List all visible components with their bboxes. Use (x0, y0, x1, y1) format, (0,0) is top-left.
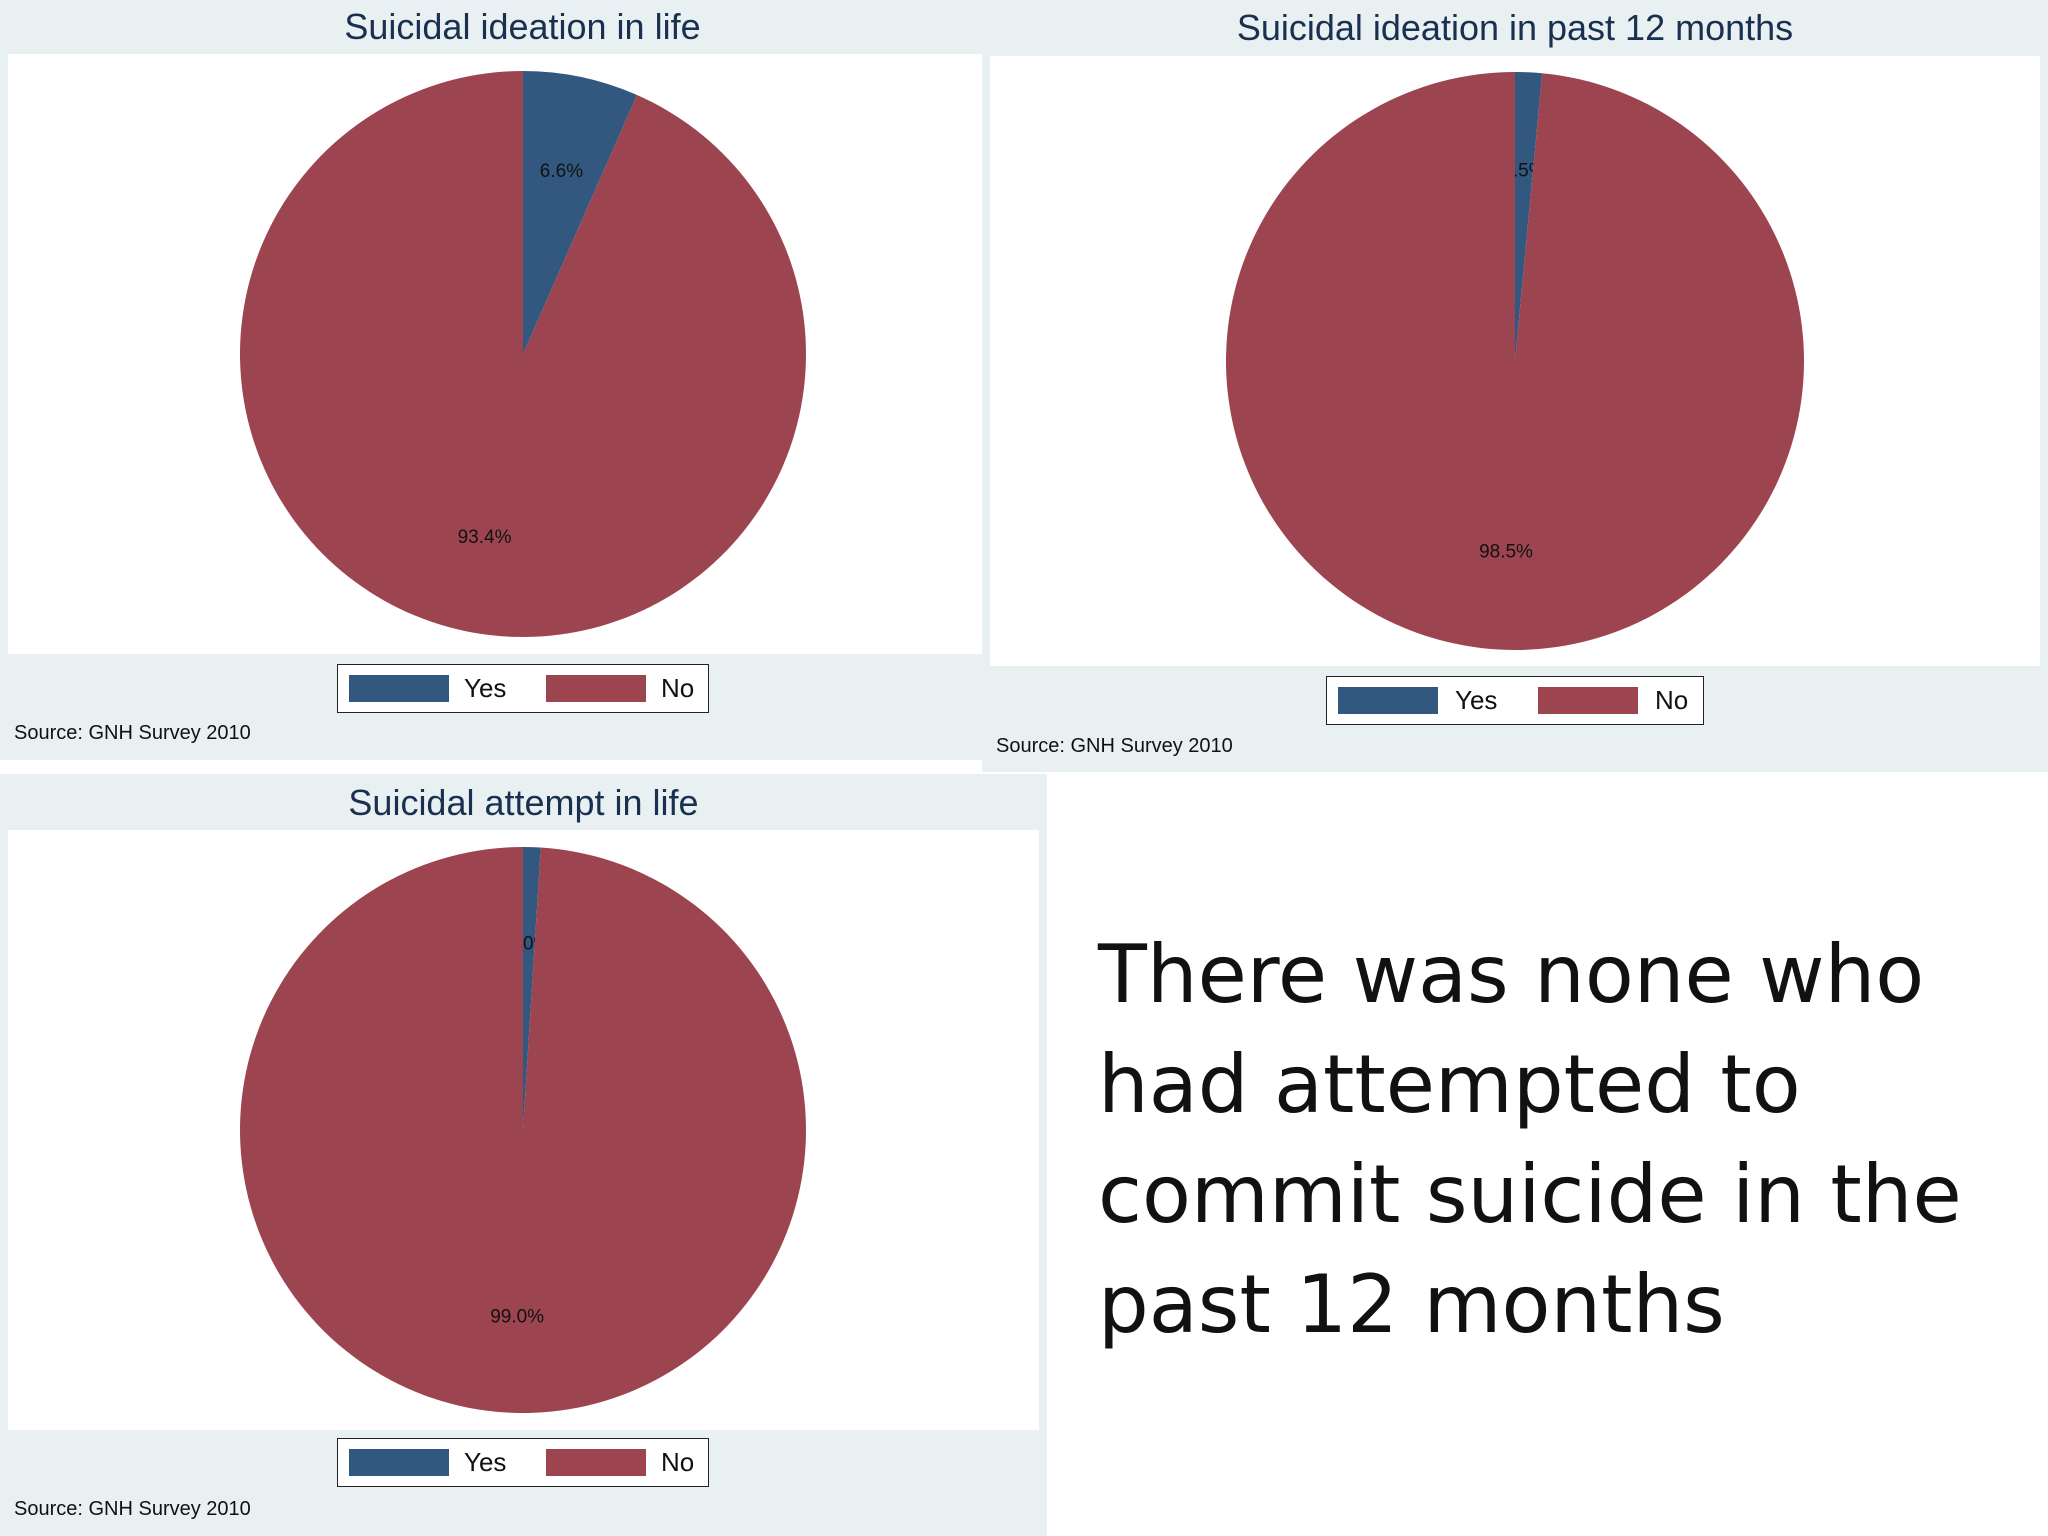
statement-line: commit suicide in the (1098, 1148, 1962, 1241)
plot-area: 1.5% 98.5% (990, 56, 2040, 666)
legend-swatch-yes (349, 675, 449, 702)
data-label-no: 93.4% (458, 527, 512, 548)
legend-swatch-no (546, 1449, 646, 1476)
legend-swatch-no (1538, 687, 1638, 714)
pie-slice-no (1226, 72, 1804, 650)
chart-panel-attempt-life: Suicidal attempt in life 1.0% 99.0% Yes N… (0, 774, 1047, 1536)
legend-label-no: No (661, 1447, 695, 1477)
pie-slice-yes (523, 847, 541, 1130)
statement-line: past 12 months (1098, 1258, 1725, 1351)
legend-label-no: No (1655, 685, 1689, 715)
legend-swatch-no (546, 675, 646, 702)
chart-panel-ideation-12-months: Suicidal ideation in past 12 months 1.5%… (982, 0, 2048, 772)
chart-legend: Yes No (337, 1438, 709, 1487)
pie-slice-yes (1515, 72, 1543, 361)
chart-legend: Yes No (1326, 676, 1704, 725)
chart-title: Suicidal ideation in past 12 months (1236, 7, 1794, 48)
pie-chart-attempt-life: 1.0%99.0% (239, 847, 807, 1413)
legend-label-yes: Yes (1455, 685, 1498, 715)
plot-area: 1.0% 99.0% (8, 830, 1039, 1430)
chart-title: Suicidal ideation in life (344, 6, 701, 47)
data-label-no: 98.5% (1479, 542, 1533, 563)
plot-area: 6.6% 93.4% (8, 54, 982, 654)
legend-swatch-yes (349, 1449, 449, 1476)
source-note: Source: GNH Survey 2010 (14, 1498, 251, 1520)
legend-label-yes: Yes (464, 673, 507, 703)
statement-line: There was none who (1098, 928, 1925, 1021)
source-note: Source: GNH Survey 2010 (996, 735, 1233, 757)
pie-slice-yes (523, 71, 638, 354)
pie-slice-no (239, 847, 807, 1413)
pie-chart-ideation-12-months: 1.5%98.5% (1226, 72, 1804, 650)
chart-title: Suicidal attempt in life (348, 782, 699, 823)
data-label-yes: 6.6% (540, 161, 583, 182)
chart-panel-ideation-life: Suicidal ideation in life 6.6% 93.4% Yes … (0, 0, 990, 760)
pie-chart-ideation-life: 6.6% 93.4% (240, 71, 807, 638)
statement-line: had attempted to (1098, 1038, 1801, 1131)
legend-label-no: No (661, 673, 695, 703)
pie-slice-no (240, 71, 807, 638)
source-note: Source: GNH Survey 2010 (14, 722, 251, 744)
chart-legend: Yes No (337, 664, 709, 713)
legend-swatch-yes (1338, 687, 1438, 714)
legend-label-yes: Yes (464, 1447, 507, 1477)
statement-text: There was none who had attempted to comm… (1098, 920, 1998, 1360)
data-label-no: 99.0% (490, 1307, 544, 1328)
